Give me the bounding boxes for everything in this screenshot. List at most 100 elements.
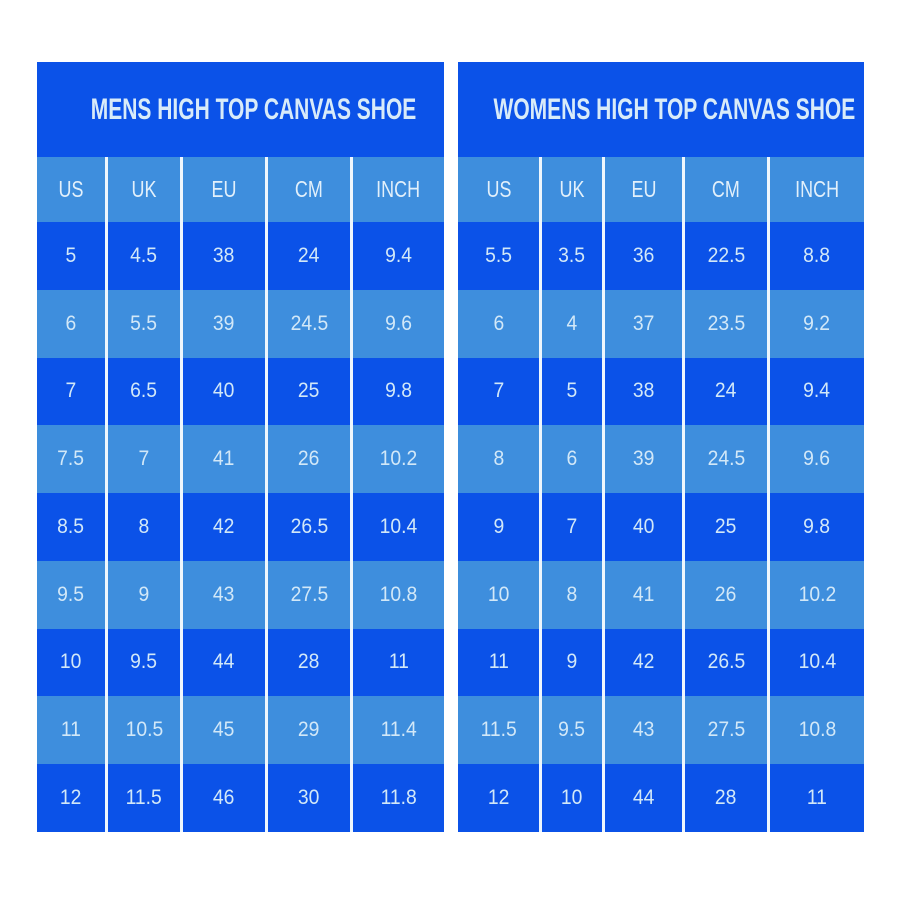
table-cell: 28 — [682, 764, 767, 832]
cell-value: 43 — [632, 718, 655, 742]
table-cell: 10 — [539, 764, 602, 832]
table-cell: 9.5 — [539, 696, 602, 765]
column-header-inch: INCH — [767, 157, 864, 222]
column-header-label: EU — [211, 176, 237, 202]
column-header-inch: INCH — [350, 157, 444, 222]
cell-value: 4 — [566, 311, 578, 335]
table-cell: 38 — [602, 357, 682, 426]
cell-value: 9.2 — [803, 311, 831, 335]
table-cell: 25 — [265, 357, 350, 426]
table-cell: 8 — [105, 493, 180, 561]
table-cell: 11 — [37, 696, 105, 765]
table-cell: 24 — [265, 222, 350, 290]
table-cell: 4 — [539, 289, 602, 358]
cell-value: 5.5 — [485, 243, 512, 267]
cell-value: 26 — [715, 582, 737, 606]
cell-value: 40 — [213, 379, 235, 403]
table-cell: 39 — [180, 289, 265, 358]
womens-table-title: WOMENS HIGH TOP CANVAS SHOE — [493, 92, 856, 126]
table-cell: 9.4 — [350, 222, 444, 290]
table-cell: 8 — [539, 560, 602, 629]
cell-value: 25 — [298, 379, 320, 403]
cell-value: 5.5 — [130, 311, 158, 335]
table-cell: 9 — [458, 493, 539, 561]
cell-value: 9.5 — [130, 650, 158, 674]
column-header-label: US — [58, 176, 84, 202]
cell-value: 27.5 — [707, 718, 745, 742]
table-cell: 11 — [458, 628, 539, 697]
table-cell: 6.5 — [105, 357, 180, 426]
mens-size-table: MENS HIGH TOP CANVAS SHOE US UK EU CM IN… — [37, 62, 444, 832]
column-header-cm: CM — [682, 157, 767, 222]
cell-value: 38 — [632, 379, 655, 403]
cell-value: 28 — [298, 650, 320, 674]
cell-value: 24 — [298, 243, 320, 267]
mens-table-grid: US UK EU CM INCH 5 4.5 38 24 9.4 6 5.5 39 24.5 9.… — [37, 157, 444, 832]
column-header-label: INCH — [376, 176, 421, 202]
table-cell: 9.2 — [767, 289, 864, 358]
table-cell: 9.6 — [350, 289, 444, 358]
table-cell: 43 — [602, 696, 682, 765]
table-cell: 5 — [539, 357, 602, 426]
column-header-label: CM — [295, 176, 323, 202]
table-cell: 30 — [265, 764, 350, 832]
cell-value: 11.8 — [380, 786, 417, 809]
cell-value: 30 — [298, 786, 320, 809]
cell-value: 10.4 — [379, 514, 418, 538]
cell-value: 10.2 — [379, 447, 418, 471]
table-cell: 39 — [602, 425, 682, 494]
table-cell: 11.4 — [350, 696, 444, 765]
table-cell: 11.5 — [458, 696, 539, 765]
table-cell: 11 — [350, 628, 444, 697]
cell-value: 5 — [566, 379, 578, 403]
table-cell: 10.4 — [350, 493, 444, 561]
table-cell: 23.5 — [682, 289, 767, 358]
cell-value: 9.4 — [803, 379, 831, 403]
cell-value: 6 — [566, 447, 578, 471]
cell-value: 12 — [487, 786, 510, 809]
table-cell: 41 — [180, 425, 265, 494]
column-header-us: US — [37, 157, 105, 222]
column-header-label: CM — [712, 176, 740, 202]
cell-value: 7 — [493, 379, 504, 403]
cell-value: 6.5 — [130, 379, 158, 403]
cell-value: 24.5 — [707, 447, 745, 471]
table-cell: 10.5 — [105, 696, 180, 765]
table-cell: 8.5 — [37, 493, 105, 561]
table-cell: 7.5 — [37, 425, 105, 494]
table-cell: 4.5 — [105, 222, 180, 290]
cell-value: 46 — [213, 786, 235, 809]
table-cell: 24.5 — [265, 289, 350, 358]
cell-value: 9.4 — [385, 243, 412, 267]
table-cell: 8.8 — [767, 222, 864, 290]
cell-value: 7 — [566, 514, 578, 538]
table-cell: 24.5 — [682, 425, 767, 494]
column-header-label: UK — [559, 176, 585, 202]
table-cell: 25 — [682, 493, 767, 561]
cell-value: 11.5 — [125, 786, 163, 809]
table-cell: 10.8 — [350, 560, 444, 629]
table-cell: 10.2 — [350, 425, 444, 494]
cell-value: 39 — [213, 311, 235, 335]
table-cell: 28 — [265, 628, 350, 697]
cell-value: 11 — [388, 650, 409, 674]
womens-size-table: WOMENS HIGH TOP CANVAS SHOE US UK EU CM … — [458, 62, 864, 832]
table-cell: 9.4 — [767, 357, 864, 426]
table-cell: 7 — [458, 357, 539, 426]
womens-title-band: WOMENS HIGH TOP CANVAS SHOE — [458, 62, 864, 157]
cell-value: 8.5 — [57, 514, 85, 538]
table-cell: 9.6 — [767, 425, 864, 494]
table-cell: 10 — [37, 628, 105, 697]
table-cell: 12 — [458, 764, 539, 832]
cell-value: 42 — [632, 650, 655, 674]
cell-value: 9.8 — [385, 379, 412, 403]
cell-value: 10.8 — [379, 582, 418, 606]
table-cell: 40 — [180, 357, 265, 426]
cell-value: 6 — [493, 311, 504, 335]
column-header-label: UK — [131, 176, 157, 202]
cell-value: 3.5 — [558, 243, 586, 267]
table-cell: 6 — [539, 425, 602, 494]
table-cell: 42 — [180, 493, 265, 561]
table-cell: 5.5 — [458, 222, 539, 290]
table-cell: 9.5 — [105, 628, 180, 697]
